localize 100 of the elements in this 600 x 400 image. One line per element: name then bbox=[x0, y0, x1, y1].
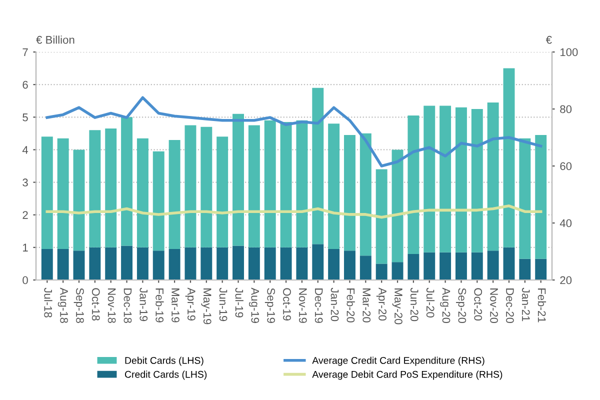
bar bbox=[264, 120, 276, 248]
bar bbox=[440, 106, 452, 252]
x-tick-label: Dec-20 bbox=[506, 288, 514, 324]
x-tick-label: Jan-21 bbox=[522, 288, 530, 322]
bar bbox=[152, 250, 164, 280]
y-tick-label: 6 bbox=[22, 80, 28, 89]
legend-label: Average Debit Card PoS Expenditure (RHS) bbox=[312, 370, 502, 380]
x-tick-label: Apr-20 bbox=[376, 288, 386, 321]
bar bbox=[440, 252, 452, 280]
x-tick-label: May-19 bbox=[201, 288, 212, 324]
y-tick-label: 5 bbox=[22, 114, 28, 122]
y2-tick-label: 40 bbox=[560, 219, 572, 228]
bar bbox=[376, 264, 388, 280]
bar bbox=[471, 109, 483, 252]
x-tick-label: Oct-19 bbox=[283, 288, 291, 320]
legend-label: Average Credit Card Expenditure (RHS) bbox=[312, 356, 484, 366]
bar bbox=[57, 249, 69, 280]
x-tick-label: Aug-20 bbox=[440, 288, 450, 324]
bar bbox=[280, 122, 292, 248]
bar bbox=[89, 247, 101, 280]
bar bbox=[136, 247, 148, 280]
legend-label: Credit Cards (LHS) bbox=[124, 370, 207, 380]
bar bbox=[503, 247, 515, 280]
x-tick-label: Aug-19 bbox=[249, 288, 260, 323]
x-tick-label: Feb-20 bbox=[346, 288, 355, 322]
bar bbox=[168, 249, 180, 280]
bar bbox=[216, 136, 228, 248]
bar bbox=[152, 151, 164, 251]
bar bbox=[312, 88, 324, 244]
y2-axis-title: € bbox=[546, 36, 552, 44]
bar bbox=[73, 250, 85, 280]
bar bbox=[519, 258, 531, 280]
bar bbox=[344, 135, 356, 251]
line-series bbox=[46, 96, 542, 168]
x-tick-label: Jul-20 bbox=[426, 288, 435, 318]
x-tick-label: Jun-19 bbox=[219, 288, 228, 322]
bar bbox=[121, 246, 133, 280]
bar bbox=[424, 252, 436, 280]
bar bbox=[136, 138, 148, 248]
bar bbox=[376, 169, 388, 264]
y-tick-label: 1 bbox=[23, 244, 28, 252]
bar bbox=[184, 125, 196, 248]
y-tick-label: 0 bbox=[22, 276, 28, 284]
x-tick-label: Mar-19 bbox=[172, 288, 180, 322]
y2-tick-label: 20 bbox=[560, 276, 572, 284]
x-tick-label: Aug-18 bbox=[58, 288, 68, 323]
x-tick-label: Apr-19 bbox=[185, 288, 196, 320]
y2-tick-label: 60 bbox=[560, 162, 572, 170]
bar bbox=[296, 120, 308, 248]
bar bbox=[216, 247, 228, 280]
bar bbox=[392, 150, 404, 262]
bar bbox=[57, 138, 69, 250]
x-tick-label: Nov-20 bbox=[490, 288, 498, 324]
x-tick-label: Sep-20 bbox=[456, 288, 466, 324]
bar bbox=[200, 247, 212, 280]
x-tick-label: Jan-19 bbox=[140, 288, 148, 322]
y2-tick-label: 100 bbox=[560, 48, 578, 56]
line-series bbox=[46, 204, 542, 219]
bar bbox=[455, 107, 467, 252]
bar bbox=[360, 133, 372, 256]
bar bbox=[41, 136, 53, 250]
bar bbox=[232, 246, 244, 280]
bar bbox=[392, 262, 404, 280]
x-tick-label: Feb-21 bbox=[538, 288, 546, 322]
x-tick-label: Sep-19 bbox=[264, 288, 275, 323]
y-tick-label: 2 bbox=[22, 211, 28, 219]
legend-label: Debit Cards (LHS) bbox=[125, 356, 204, 366]
x-tick-label: Jun-20 bbox=[410, 288, 418, 322]
bar bbox=[503, 68, 515, 248]
bar bbox=[344, 250, 356, 280]
bar bbox=[105, 128, 117, 248]
bar bbox=[184, 247, 196, 280]
bar bbox=[280, 247, 292, 280]
bar bbox=[232, 114, 244, 246]
bar bbox=[105, 247, 117, 280]
y-tick-label: 7 bbox=[22, 48, 28, 56]
x-tick-label: Nov-18 bbox=[108, 288, 116, 323]
bar bbox=[455, 252, 467, 280]
bar bbox=[424, 106, 436, 252]
bar bbox=[312, 244, 324, 280]
bar bbox=[73, 150, 85, 251]
x-tick-label: Dec-19 bbox=[314, 288, 323, 323]
bar bbox=[41, 249, 53, 280]
bar bbox=[408, 254, 420, 280]
bar bbox=[121, 117, 133, 246]
bar bbox=[471, 252, 483, 280]
y-tick-label: 3 bbox=[22, 178, 28, 186]
bar bbox=[535, 258, 547, 280]
y2-tick-label: 80 bbox=[560, 105, 572, 114]
bar bbox=[89, 130, 101, 248]
bar bbox=[487, 102, 499, 251]
x-tick-label: Jul-18 bbox=[44, 288, 52, 318]
bar bbox=[264, 247, 276, 280]
x-tick-label: Nov-19 bbox=[298, 288, 307, 323]
bar bbox=[200, 126, 212, 248]
x-tick-label: Oct-18 bbox=[92, 288, 100, 320]
bar bbox=[168, 140, 180, 250]
y-axis-title: € Billion bbox=[36, 36, 74, 44]
bar bbox=[296, 247, 308, 280]
bar bbox=[535, 135, 547, 259]
